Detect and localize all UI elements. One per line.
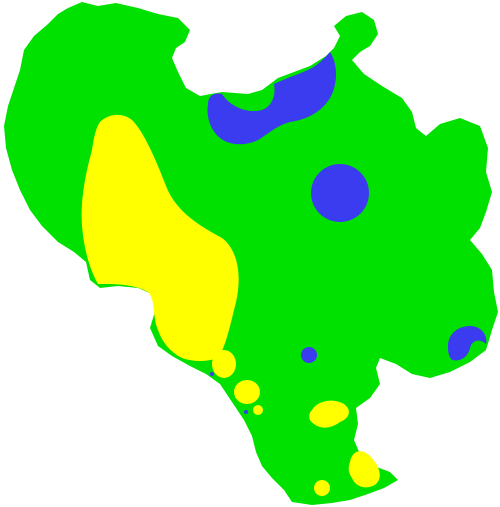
low-zone-dot-2	[244, 410, 248, 414]
low-zone-north	[207, 52, 336, 145]
high-zone-small-1	[212, 350, 236, 378]
low-zone-center	[311, 164, 369, 222]
low-zone-dot-3	[210, 372, 214, 376]
high-zone-small-3	[253, 405, 263, 415]
high-zone-small-2	[234, 380, 260, 404]
high-zone-south-3	[314, 480, 330, 496]
high-zone-west	[81, 114, 239, 362]
high-zone-south-2	[348, 451, 380, 488]
low-zone-east	[448, 326, 487, 361]
high-zone-south-1	[309, 400, 349, 428]
low-zone-dot-1	[301, 347, 317, 363]
